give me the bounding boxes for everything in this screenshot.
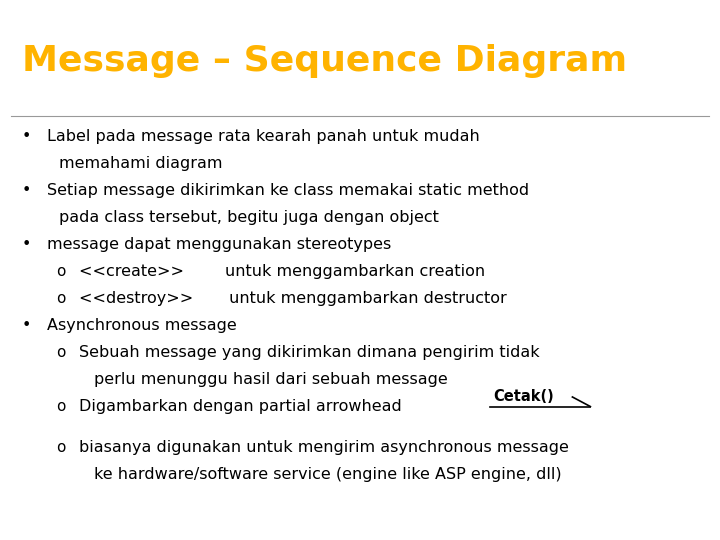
Text: Label pada message rata kearah panah untuk mudah: Label pada message rata kearah panah unt…	[47, 129, 480, 144]
Text: Cetak(): Cetak()	[493, 389, 554, 404]
Text: •: •	[22, 318, 31, 333]
Text: pada class tersebut, begitu juga dengan object: pada class tersebut, begitu juga dengan …	[59, 210, 439, 225]
Text: o: o	[56, 399, 66, 414]
Text: •: •	[22, 129, 31, 144]
Text: •: •	[22, 237, 31, 252]
Text: <<destroy>>       untuk menggambarkan destructor: <<destroy>> untuk menggambarkan destruct…	[79, 291, 507, 306]
Text: Message – Sequence Diagram: Message – Sequence Diagram	[22, 44, 626, 78]
Text: Setiap message dikirimkan ke class memakai static method: Setiap message dikirimkan ke class memak…	[47, 183, 529, 198]
Text: <<create>>        untuk menggambarkan creation: <<create>> untuk menggambarkan creation	[79, 264, 485, 279]
Text: Asynchronous message: Asynchronous message	[47, 318, 237, 333]
Text: Digambarkan dengan partial arrowhead: Digambarkan dengan partial arrowhead	[79, 399, 402, 414]
Text: Sebuah message yang dikirimkan dimana pengirim tidak: Sebuah message yang dikirimkan dimana pe…	[79, 345, 540, 360]
Text: perlu menunggu hasil dari sebuah message: perlu menunggu hasil dari sebuah message	[94, 372, 447, 387]
Text: message dapat menggunakan stereotypes: message dapat menggunakan stereotypes	[47, 237, 391, 252]
Text: o: o	[56, 345, 66, 360]
Text: o: o	[56, 441, 66, 456]
Text: ke hardware/software service (engine like ASP engine, dll): ke hardware/software service (engine lik…	[94, 468, 561, 482]
Text: •: •	[22, 183, 31, 198]
Text: o: o	[56, 264, 66, 279]
Text: o: o	[56, 291, 66, 306]
Text: biasanya digunakan untuk mengirim asynchronous message: biasanya digunakan untuk mengirim asynch…	[79, 441, 569, 456]
Text: memahami diagram: memahami diagram	[59, 156, 222, 171]
